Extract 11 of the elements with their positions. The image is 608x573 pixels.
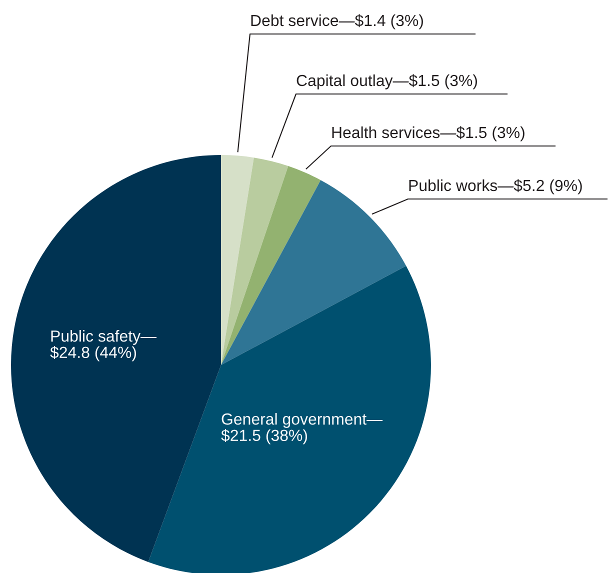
slice-label: Capital outlay—$1.5 (3%) bbox=[296, 74, 478, 90]
pie-slice bbox=[221, 180, 406, 365]
pie-slice bbox=[221, 166, 321, 365]
slice-label: Public works—$5.2 (9%) bbox=[409, 179, 582, 194]
slice-label: Health services—$1.5 (3%) bbox=[332, 126, 524, 142]
pie-slice bbox=[11, 155, 221, 562]
slice-label: General government—$21.5 (38%) bbox=[221, 413, 383, 444]
pie-slice bbox=[221, 155, 254, 365]
slice-label: Public safety—$24.8 (44%) bbox=[50, 330, 157, 362]
slice-label: Debt service—$1.4 (3%) bbox=[251, 14, 423, 30]
pie-slice bbox=[221, 158, 288, 365]
